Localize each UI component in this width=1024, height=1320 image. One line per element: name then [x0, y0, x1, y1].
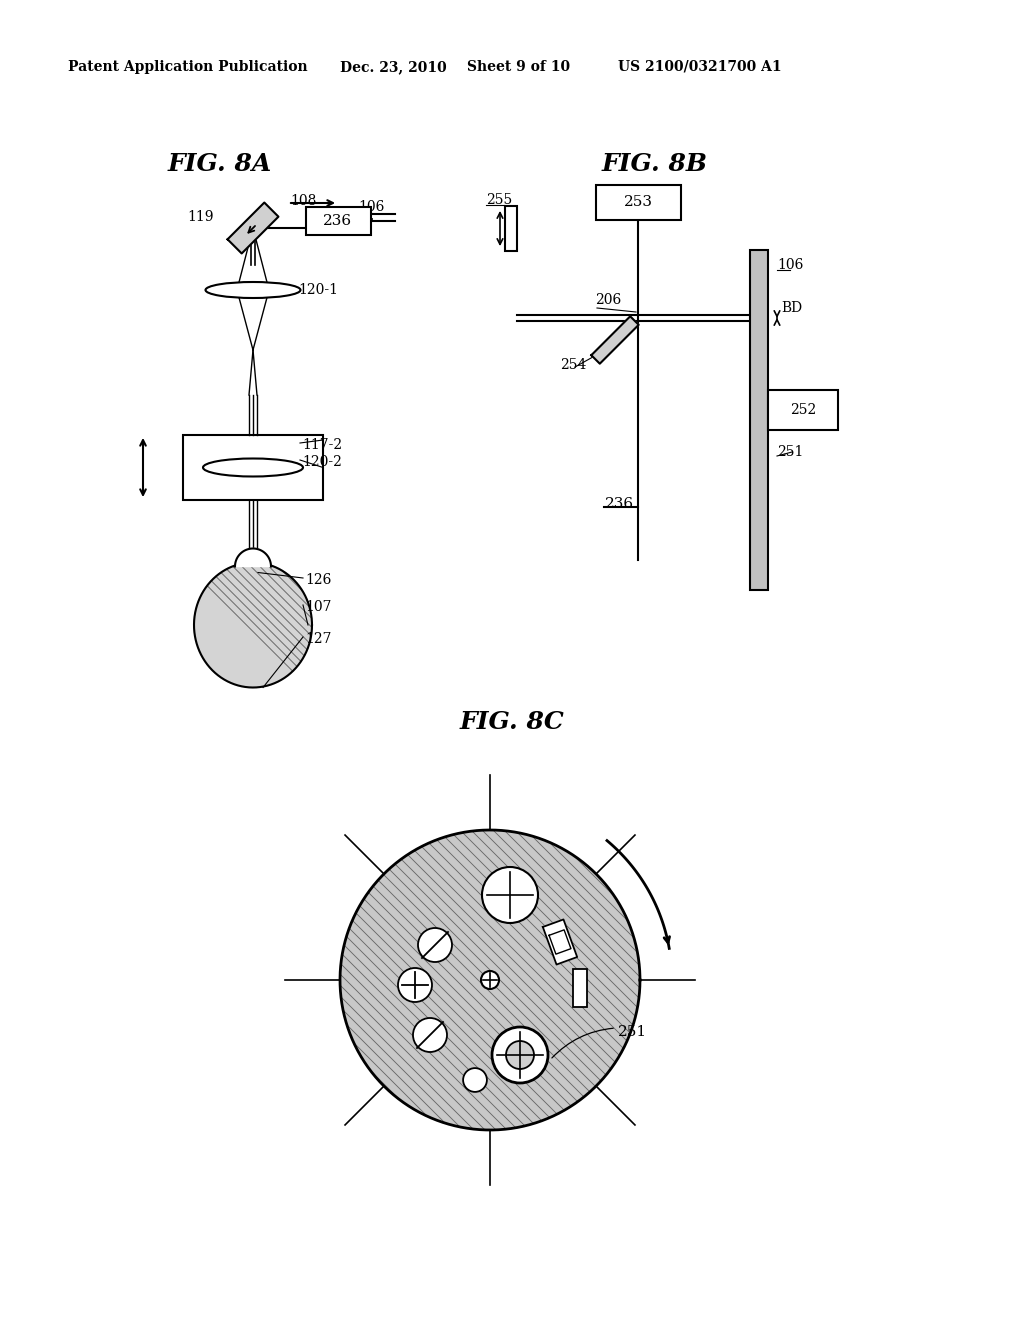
Polygon shape — [194, 562, 312, 688]
Polygon shape — [234, 549, 271, 566]
Text: US 2100/0321700 A1: US 2100/0321700 A1 — [618, 59, 781, 74]
Bar — [596, 185, 681, 220]
Polygon shape — [543, 920, 578, 965]
Text: FIG. 8C: FIG. 8C — [460, 710, 564, 734]
Text: 251: 251 — [777, 445, 804, 459]
Ellipse shape — [413, 1018, 447, 1052]
Text: 252: 252 — [790, 403, 816, 417]
Text: Sheet 9 of 10: Sheet 9 of 10 — [467, 59, 570, 74]
Text: 126: 126 — [305, 573, 332, 587]
Text: 108: 108 — [290, 194, 316, 209]
Text: FIG. 8B: FIG. 8B — [602, 152, 708, 176]
Polygon shape — [591, 317, 639, 364]
Ellipse shape — [481, 972, 499, 989]
Text: 236: 236 — [605, 498, 635, 511]
Text: 255: 255 — [486, 193, 512, 207]
Text: 236: 236 — [324, 214, 352, 228]
Bar — [573, 969, 587, 1007]
Bar — [768, 389, 838, 430]
Ellipse shape — [206, 282, 300, 298]
Text: 106: 106 — [777, 257, 804, 272]
Ellipse shape — [398, 968, 432, 1002]
Text: 107: 107 — [305, 601, 332, 614]
Text: 254: 254 — [560, 358, 587, 372]
Text: 251: 251 — [618, 1026, 647, 1039]
Ellipse shape — [203, 458, 303, 477]
Text: FIG. 8A: FIG. 8A — [168, 152, 272, 176]
Text: 117-2: 117-2 — [302, 438, 342, 451]
Text: 253: 253 — [624, 195, 652, 209]
Bar — [750, 249, 768, 590]
Ellipse shape — [463, 1068, 486, 1092]
Text: 120-1: 120-1 — [298, 282, 338, 297]
Text: 127: 127 — [305, 632, 332, 645]
Polygon shape — [340, 830, 640, 1130]
Text: 206: 206 — [595, 293, 622, 308]
Text: Dec. 23, 2010: Dec. 23, 2010 — [340, 59, 446, 74]
Ellipse shape — [482, 867, 538, 923]
Bar — [183, 436, 323, 500]
Ellipse shape — [418, 928, 452, 962]
Text: 119: 119 — [187, 210, 213, 224]
Bar — [505, 206, 517, 251]
Text: 120-2: 120-2 — [302, 455, 342, 469]
Bar — [306, 207, 371, 235]
Text: 106: 106 — [358, 201, 384, 214]
Text: Patent Application Publication: Patent Application Publication — [68, 59, 307, 74]
Ellipse shape — [492, 1027, 548, 1082]
Polygon shape — [227, 202, 279, 253]
Ellipse shape — [506, 1041, 534, 1069]
Text: BD: BD — [781, 301, 802, 315]
